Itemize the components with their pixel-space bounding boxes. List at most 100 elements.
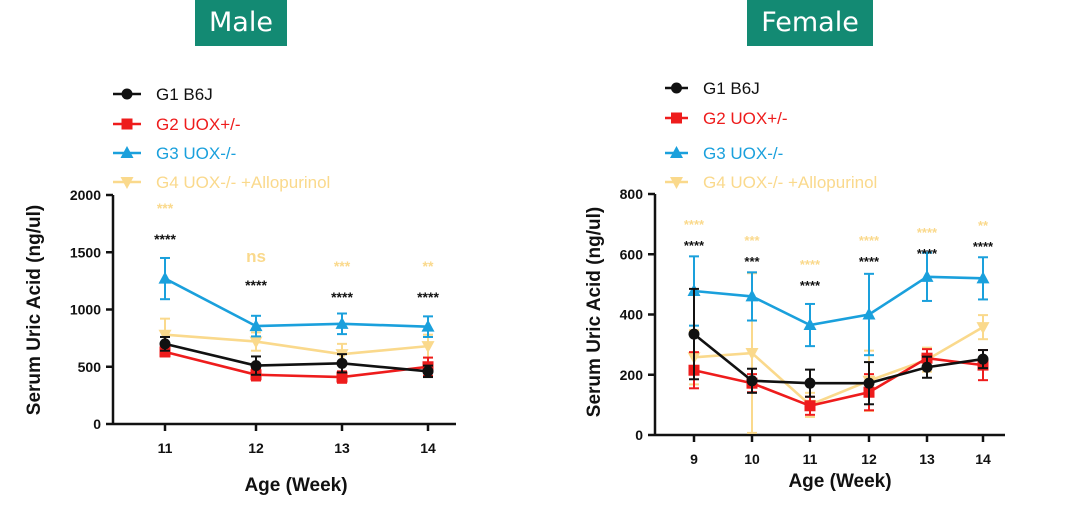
significance-label: ***: [157, 200, 174, 216]
series-line: [693, 333, 984, 385]
legend-label: G3 UOX-/-: [703, 144, 783, 163]
series-line: [693, 326, 984, 407]
data-point: [746, 375, 758, 387]
data-point: [804, 400, 816, 412]
significance-label: ****: [684, 217, 705, 232]
x-tick-label: 13: [919, 451, 935, 467]
significance-label: ****: [917, 246, 938, 261]
female-panel-title: Female: [747, 0, 873, 46]
data-point: [803, 318, 817, 331]
y-tick-label: 200: [620, 367, 644, 383]
significance-label: ***: [744, 254, 760, 269]
y-tick-label: 800: [620, 186, 644, 202]
significance-label: ****: [917, 225, 938, 240]
data-point: [862, 307, 876, 320]
x-axis-label: Age (Week): [788, 471, 891, 492]
data-point: [804, 377, 816, 389]
legend-marker: [120, 146, 134, 158]
male-panel-title: Male: [195, 0, 287, 46]
data-point: [336, 371, 348, 383]
data-point: [863, 377, 875, 389]
x-tick-label: 14: [975, 451, 991, 467]
significance-label: ****: [154, 231, 176, 247]
data-point: [976, 271, 990, 284]
data-point: [159, 346, 171, 358]
series-g3: [158, 256, 435, 338]
legend-label: G2 UOX+/-: [156, 115, 241, 134]
data-point: [158, 271, 172, 284]
series-g1: [688, 287, 989, 406]
x-tick-label: 9: [690, 451, 698, 467]
data-point: [977, 353, 989, 365]
data-point: [249, 319, 263, 332]
significance-label: ****: [684, 238, 705, 253]
x-axis-label: Age (Week): [244, 475, 347, 496]
data-point: [158, 329, 172, 342]
significance-label: ****: [859, 254, 880, 269]
series-line: [693, 275, 984, 327]
significance-label: ns: [246, 247, 266, 266]
legend-marker: [671, 82, 682, 94]
legend-marker: [670, 146, 683, 158]
data-point: [745, 289, 759, 302]
x-tick-label: 11: [803, 451, 818, 467]
x-tick-label: 13: [334, 440, 350, 456]
legend-marker: [670, 177, 683, 189]
significance-label: ****: [331, 289, 353, 305]
y-tick-label: 600: [620, 246, 644, 262]
data-point: [335, 316, 349, 329]
series-g4: [687, 272, 990, 434]
data-point: [976, 322, 990, 335]
series-g3: [687, 251, 990, 357]
y-tick-label: 0: [93, 416, 101, 432]
data-point: [336, 357, 348, 369]
significance-label: ***: [744, 233, 760, 248]
y-tick-label: 1500: [70, 244, 101, 260]
y-axis-label: Serum Uric Acid (ng/ul): [584, 207, 605, 417]
data-point: [159, 338, 171, 350]
significance-label: ****: [800, 278, 821, 293]
data-point: [688, 328, 700, 340]
y-tick-label: 2000: [70, 187, 101, 203]
significance-label: ****: [800, 257, 821, 272]
significance-label: ****: [417, 289, 439, 305]
legend-label: G4 UOX-/- +Allopurinol: [703, 173, 877, 192]
y-tick-label: 500: [78, 359, 102, 375]
y-tick-label: 1000: [70, 302, 101, 318]
legend-marker: [671, 112, 682, 124]
data-point: [745, 348, 759, 361]
data-point: [250, 360, 262, 372]
y-axis-label: Serum Uric Acid (ng/ul): [24, 205, 45, 415]
legend-label: G3 UOX-/-: [156, 144, 236, 163]
series-line: [164, 342, 429, 373]
y-tick-label: 0: [635, 427, 643, 443]
significance-label: ****: [859, 233, 880, 248]
x-tick-label: 12: [861, 451, 877, 467]
legend-label: G1 B6J: [703, 79, 760, 98]
series-line: [693, 356, 984, 408]
y-tick-label: 400: [620, 307, 644, 323]
legend-label: G4 UOX-/- +Allopurinol: [156, 173, 330, 192]
series-g1: [159, 335, 434, 379]
significance-label: ****: [245, 277, 267, 293]
x-tick-label: 12: [248, 440, 264, 456]
legend-marker: [121, 118, 133, 130]
legend-marker: [121, 88, 133, 100]
series-line: [164, 333, 429, 356]
series-line: [164, 350, 429, 379]
data-point: [421, 341, 435, 354]
significance-label: **: [423, 258, 434, 274]
x-tick-label: 14: [420, 440, 436, 456]
significance-label: ***: [334, 258, 351, 274]
data-point: [920, 269, 934, 282]
data-point: [921, 361, 933, 373]
significance-label: ****: [973, 239, 994, 254]
series-line: [164, 277, 429, 328]
significance-label: **: [978, 218, 989, 233]
x-tick-label: 10: [744, 451, 760, 467]
data-point: [422, 365, 434, 377]
legend-label: G2 UOX+/-: [703, 109, 788, 128]
legend-label: G1 B6J: [156, 85, 213, 104]
